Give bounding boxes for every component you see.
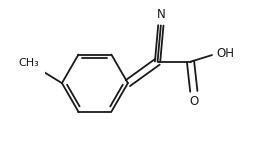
Text: OH: OH [216, 47, 234, 60]
Text: CH₃: CH₃ [18, 58, 39, 68]
Text: O: O [189, 95, 199, 109]
Text: N: N [157, 8, 165, 21]
